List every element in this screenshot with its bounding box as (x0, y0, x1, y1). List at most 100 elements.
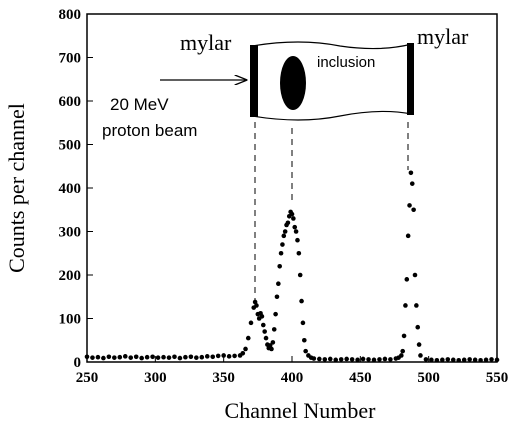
data-point (144, 354, 150, 360)
x-tick-label: 400 (281, 370, 304, 386)
data-point (291, 216, 296, 221)
data-point (248, 320, 254, 326)
data-point (210, 354, 216, 360)
x-axis-label: Channel Number (225, 398, 377, 423)
data-point (215, 353, 221, 359)
data-point (338, 357, 344, 362)
annotation: proton beam (102, 121, 197, 140)
data-point (483, 357, 489, 363)
data-point (478, 357, 483, 363)
y-tick-label: 0 (74, 355, 82, 371)
data-point (252, 299, 258, 305)
data-point (90, 355, 95, 360)
y-tick-label: 800 (59, 7, 82, 23)
data-point (411, 207, 416, 213)
data-point (274, 294, 280, 300)
annotation: mylar (180, 30, 232, 55)
data-point (302, 337, 307, 343)
data-point (276, 281, 281, 287)
data-point (204, 354, 210, 359)
data-point (371, 357, 377, 363)
data-point (226, 354, 232, 359)
data-point (400, 348, 406, 354)
data-point (271, 327, 277, 332)
data-point (277, 264, 283, 269)
data-point (278, 250, 284, 256)
data-point (285, 220, 291, 226)
data-point (472, 357, 478, 363)
y-tick-label: 600 (59, 94, 82, 110)
data-point (388, 357, 393, 362)
data-point (418, 353, 423, 358)
y-tick-label: 100 (59, 312, 82, 328)
data-point (327, 356, 333, 362)
data-point (414, 303, 419, 308)
data-point (281, 233, 287, 239)
data-point (245, 335, 251, 341)
data-point (199, 354, 205, 360)
annotation: mylar (417, 24, 469, 49)
data-point (382, 356, 388, 362)
data-point (407, 203, 412, 208)
data-point (106, 354, 112, 360)
annotation: inclusion (317, 54, 375, 71)
data-point (177, 355, 183, 361)
data-point (280, 242, 285, 247)
data-point (133, 354, 139, 360)
data-point (289, 211, 295, 217)
data-point (404, 277, 410, 282)
data-point (128, 355, 134, 360)
y-axis-label: Counts per channel (4, 103, 29, 273)
data-point (95, 354, 101, 360)
data-point (399, 353, 404, 358)
data-point (408, 170, 414, 176)
data-point (295, 237, 300, 243)
x-tick-label: 450 (349, 370, 372, 386)
data-point (440, 357, 445, 363)
data-point (172, 354, 177, 360)
data-point (101, 355, 106, 361)
y-tick-label: 400 (59, 181, 82, 197)
data-point (333, 357, 339, 363)
data-point (355, 357, 360, 363)
data-point (282, 229, 288, 234)
data-point (293, 229, 299, 234)
data-point (450, 357, 456, 363)
data-point (240, 351, 246, 356)
data-point (405, 233, 411, 239)
data-point (467, 357, 472, 362)
data-point (494, 357, 500, 363)
data-point (263, 335, 269, 341)
data-point (188, 354, 194, 360)
data-point (232, 353, 237, 359)
data-point (409, 181, 415, 186)
data-point (150, 354, 155, 360)
data-point (317, 356, 322, 362)
data-point (166, 355, 172, 360)
data-point (311, 356, 317, 361)
data-point (270, 340, 276, 345)
data-point (261, 322, 266, 328)
data-point (259, 314, 265, 319)
data-point (349, 357, 355, 362)
data-point (415, 324, 421, 330)
data-point (122, 354, 128, 359)
data-point (403, 303, 408, 308)
data-point (117, 354, 123, 360)
data-point (254, 303, 259, 308)
data-point (296, 250, 302, 256)
data-point (456, 357, 462, 363)
data-point (489, 357, 494, 362)
data-point (297, 272, 303, 278)
data-point (155, 355, 161, 360)
data-point (416, 342, 422, 347)
y-tick-label: 500 (59, 138, 82, 154)
data-point (412, 272, 418, 278)
data-point (344, 356, 349, 362)
data-point (423, 357, 429, 362)
data-point (322, 357, 328, 362)
data-point (267, 343, 273, 348)
x-tick-label: 250 (76, 370, 99, 386)
data-point (273, 311, 278, 317)
